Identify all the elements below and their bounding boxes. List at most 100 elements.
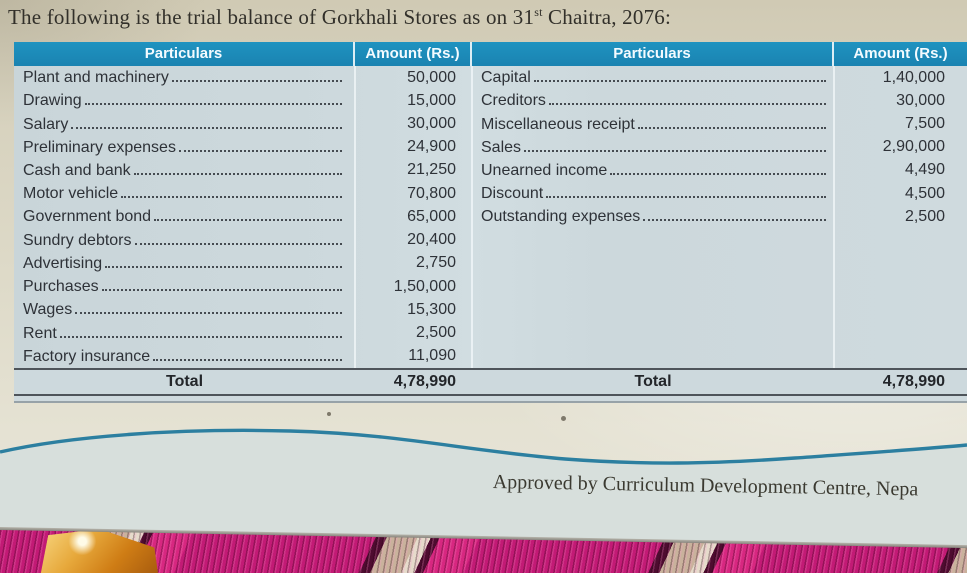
dot-leader (178, 138, 342, 152)
row-amount: 2,750 (415, 254, 456, 272)
debit-row: Government bond 65,000 (14, 205, 472, 228)
row-label: Preliminary expenses (23, 138, 176, 156)
row-amount: 1,50,000 (393, 277, 456, 295)
credit-row: Outstanding expenses 2,500 (472, 205, 967, 228)
debit-total-amount: 4,78,990 (393, 373, 456, 390)
row-amount: 30,000 (407, 115, 456, 133)
dot-leader (610, 161, 826, 175)
column-divider (833, 66, 835, 368)
dot-leader (133, 161, 342, 175)
row-label: Outstanding expenses (481, 208, 641, 226)
row-label: Unearned income (481, 161, 608, 179)
row-label: Creditors (481, 92, 546, 110)
table-body: Plant and machinery 50,000 Drawing 15,00 (14, 66, 967, 368)
dot-leader (101, 277, 342, 292)
row-amount: 20,400 (407, 231, 456, 249)
page-title: The following is the trial balance of Go… (8, 5, 928, 30)
row-amount: 30,000 (896, 91, 945, 109)
table-header-row: Particulars Amount (Rs.) Particulars Amo… (14, 42, 967, 66)
header-amount-debit: Amount (Rs.) (355, 42, 472, 66)
debit-row: Preliminary expenses 24,900 (14, 136, 472, 159)
dot-leader (546, 184, 826, 199)
credit-column: Capital 1,40,000 Creditors 30,000 (472, 66, 967, 368)
row-label: Salary (23, 115, 69, 133)
title-text-end: Chaitra, 2076: (542, 5, 672, 29)
row-label: Plant and machinery (23, 69, 169, 87)
row-label: Advertising (23, 254, 103, 272)
row-label: Drawing (23, 92, 82, 110)
debit-row: Motor vehicle 70,800 (14, 182, 472, 205)
row-label: Motor vehicle (23, 185, 119, 203)
title-text-start: The following is the trial balance of Go… (8, 5, 535, 29)
dot-leader (71, 115, 342, 129)
dot-leader (548, 91, 826, 106)
dot-leader (134, 231, 342, 245)
header-particulars-credit: Particulars (472, 42, 834, 66)
credit-row: Miscellaneous receipt 7,500 (472, 112, 967, 135)
debit-row: Purchases 1,50,000 (14, 275, 472, 298)
title-superscript: st (534, 5, 543, 19)
credit-row: Creditors 30,000 (472, 89, 967, 112)
row-label: Capital (481, 69, 531, 87)
credit-total-amount: 4,78,990 (882, 373, 945, 390)
row-particulars-cell: Plant and machinery (14, 68, 356, 87)
row-particulars-cell: Discount (472, 184, 840, 203)
row-particulars-cell: Drawing (14, 91, 356, 110)
debit-row: Factory insurance 11,090 (14, 345, 472, 368)
row-label: Cash and bank (23, 161, 131, 179)
dot-leader (533, 68, 826, 83)
dust-speck (327, 412, 331, 416)
row-amount: 15,000 (407, 91, 456, 109)
column-divider (471, 66, 473, 368)
dot-leader (59, 324, 342, 338)
credit-row: Capital 1,40,000 (472, 66, 967, 89)
row-amount: 50,000 (407, 68, 456, 86)
row-label: Government bond (23, 208, 152, 226)
debit-row: Rent 2,500 (14, 321, 472, 344)
row-amount: 65,000 (407, 207, 456, 225)
credit-row: Unearned income 4,490 (472, 159, 967, 182)
debit-row: Salary 30,000 (14, 112, 472, 135)
dot-leader (171, 68, 342, 83)
row-amount: 2,500 (904, 207, 945, 225)
credit-row: Discount 4,500 (472, 182, 967, 205)
row-particulars-cell: Unearned income (472, 161, 840, 180)
dot-leader (105, 254, 342, 268)
dot-leader (637, 115, 826, 129)
row-amount: 4,500 (904, 184, 945, 202)
row-amount: 21,250 (407, 161, 456, 179)
row-label: Sales (481, 138, 522, 156)
row-particulars-cell: Outstanding expenses (472, 207, 840, 226)
row-amount: 1,40,000 (882, 68, 945, 86)
dot-leader (75, 300, 342, 315)
row-particulars-cell: Purchases (14, 277, 356, 296)
row-label: Factory insurance (23, 347, 151, 365)
row-amount: 4,490 (904, 161, 945, 179)
table-bottom-edge (14, 396, 967, 403)
dot-leader (643, 207, 826, 222)
row-amount: 2,500 (415, 324, 456, 342)
dot-leader (153, 347, 342, 361)
row-particulars-cell: Miscellaneous receipt (472, 115, 840, 134)
debit-row: Cash and bank 21,250 (14, 159, 472, 182)
row-particulars-cell: Rent (14, 324, 356, 343)
row-particulars-cell: Wages (14, 300, 356, 319)
debit-row: Sundry debtors 20,400 (14, 229, 472, 252)
row-particulars-cell: Salary (14, 115, 356, 134)
debit-row: Plant and machinery 50,000 (14, 66, 472, 89)
credit-total-label: Total (634, 373, 672, 390)
debit-row: Advertising 2,750 (14, 252, 472, 275)
dust-speck (561, 416, 566, 421)
row-particulars-cell: Cash and bank (14, 161, 356, 180)
row-particulars-cell: Sales (472, 138, 840, 157)
row-label: Purchases (23, 278, 99, 296)
gold-object (40, 529, 158, 573)
total-row: Total 4,78,990 Total 4,78,990 (14, 368, 967, 396)
row-particulars-cell: Factory insurance (14, 347, 356, 366)
row-particulars-cell: Creditors (472, 91, 840, 110)
dot-leader (121, 184, 342, 199)
debit-row: Wages 15,300 (14, 298, 472, 321)
header-particulars-debit: Particulars (14, 42, 355, 66)
